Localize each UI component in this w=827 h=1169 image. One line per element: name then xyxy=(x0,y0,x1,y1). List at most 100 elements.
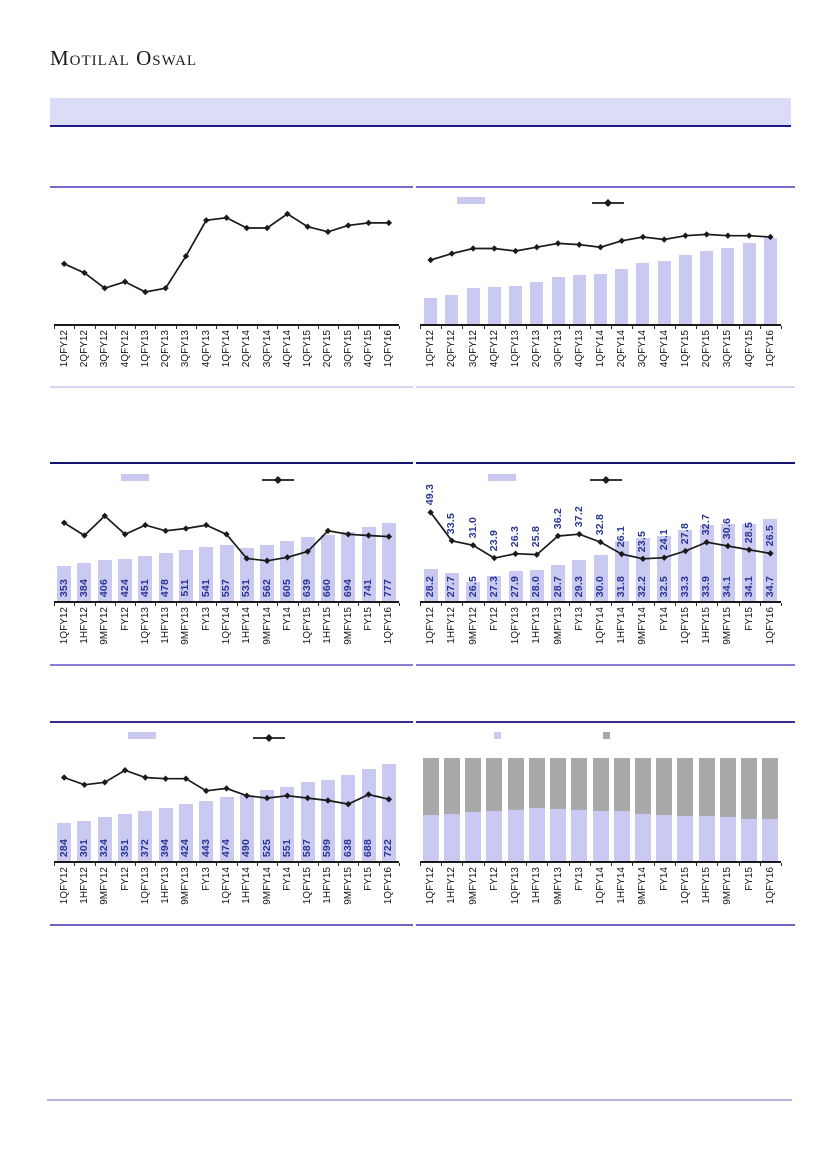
line-marker-diamond xyxy=(263,224,271,232)
bar xyxy=(341,775,356,861)
x-axis-tick xyxy=(277,326,279,329)
bar xyxy=(721,248,735,324)
legend-square-swatch xyxy=(494,732,501,739)
x-axis-tick xyxy=(568,863,570,866)
stack-bar-lower xyxy=(507,809,524,861)
x-axis-tick xyxy=(256,326,258,329)
x-axis-tick xyxy=(277,603,279,606)
x-axis-tick xyxy=(653,326,655,329)
bar xyxy=(138,555,153,601)
x-axis-tick xyxy=(216,863,218,866)
line-marker-diamond xyxy=(324,228,332,236)
stack-bar-lower xyxy=(698,815,715,861)
bar xyxy=(341,531,356,601)
bar xyxy=(487,575,502,601)
x-tick-label: 9MFY12 xyxy=(99,607,111,645)
chart-bottom-left: 284 301 324 351 372 394 424 443 474 490 525 551 587 5… xyxy=(50,721,413,926)
x-tick-label: FY12 xyxy=(119,607,131,631)
line-marker-diamond xyxy=(682,547,689,555)
x-tick-label: 1HFY15 xyxy=(701,867,713,904)
bar xyxy=(423,568,438,601)
line-marker-diamond xyxy=(618,237,625,244)
x-tick-label: 4QFY13 xyxy=(200,330,212,368)
x-axis-tick xyxy=(483,326,485,329)
bar xyxy=(300,782,315,861)
x-axis-tick xyxy=(547,863,549,866)
bar xyxy=(178,803,193,861)
x-axis-tick xyxy=(504,603,506,606)
bar xyxy=(239,547,254,601)
x-axis-tick xyxy=(196,603,198,606)
x-axis-tick xyxy=(175,603,177,606)
x-axis-tick xyxy=(589,326,591,329)
x-axis-tick xyxy=(483,603,485,606)
x-tick-label: FY13 xyxy=(573,607,585,631)
bar xyxy=(551,564,566,601)
x-axis-tick xyxy=(441,326,443,329)
line-marker-diamond xyxy=(385,796,393,803)
footer-rule xyxy=(47,1099,792,1101)
bar xyxy=(424,298,438,324)
x-axis-tick xyxy=(611,326,613,329)
line-series xyxy=(60,512,393,564)
bar xyxy=(678,254,692,324)
line-marker-diamond xyxy=(554,532,562,540)
x-axis-tick xyxy=(297,326,299,329)
x-axis-tick xyxy=(54,603,55,606)
x-axis-tick xyxy=(155,603,157,606)
x-axis-tick xyxy=(74,863,76,866)
bar xyxy=(445,294,459,324)
line-marker-diamond xyxy=(142,521,149,529)
panel-bottom-divider xyxy=(50,664,413,666)
x-axis-tick xyxy=(759,326,761,329)
x-tick-label: 9MFY15 xyxy=(722,607,734,645)
x-tick-label: 9MFY15 xyxy=(722,867,734,905)
stack-bar-lower xyxy=(571,809,588,861)
stack-bar-upper xyxy=(634,758,651,814)
bar xyxy=(720,523,735,601)
x-axis-tick xyxy=(653,863,655,866)
line-marker-diamond xyxy=(365,532,372,539)
x-axis-tick xyxy=(462,603,464,606)
stack-bar-upper xyxy=(550,758,567,809)
bar xyxy=(700,251,714,324)
bar xyxy=(77,562,92,601)
panel-top-border xyxy=(50,721,413,723)
x-axis-tick xyxy=(378,863,380,866)
x-tick-label: 9MFY12 xyxy=(99,867,111,905)
stack-bar-lower xyxy=(465,812,482,861)
x-axis-tick xyxy=(74,326,76,329)
stack-bar-upper xyxy=(507,758,524,810)
chart-middle-right: 28.2 27.7 26.5 27.3 27.9 28.0 28.7 29.3 30.0 31.8… xyxy=(416,462,795,666)
line-marker-diamond xyxy=(554,240,562,247)
x-axis-tick xyxy=(236,863,238,866)
x-tick-label: 9MFY14 xyxy=(261,867,273,905)
line-marker-diamond xyxy=(365,791,372,798)
x-axis-tick xyxy=(632,326,634,329)
stack-bar-lower xyxy=(762,818,779,861)
x-axis-tick xyxy=(526,603,528,606)
line-series xyxy=(60,767,393,808)
line-marker-diamond xyxy=(533,551,540,558)
x-axis-tick xyxy=(738,326,740,329)
panel-top-border xyxy=(416,721,795,723)
x-tick-label: 1QFY14 xyxy=(595,867,606,905)
x-axis-tick xyxy=(216,326,218,329)
line-series xyxy=(427,509,774,562)
x-tick-label: 3QFY14 xyxy=(637,330,649,368)
x-tick-label: 1QFY16 xyxy=(383,330,395,368)
x-tick-label: FY13 xyxy=(200,607,212,631)
x-axis-tick xyxy=(297,603,299,606)
bar xyxy=(635,538,650,601)
x-tick-label: 1QFY13 xyxy=(139,607,151,645)
x-axis-tick xyxy=(175,326,177,329)
x-axis-tick xyxy=(236,603,238,606)
x-tick-label: 1QFY16 xyxy=(764,867,776,905)
legend-bar-swatch xyxy=(488,474,516,481)
stack-bar-lower xyxy=(613,810,630,861)
x-tick-label: 2QFY14 xyxy=(241,330,253,368)
x-tick-label: FY14 xyxy=(658,607,670,631)
line-marker-diamond xyxy=(597,538,604,546)
line-marker-diamond xyxy=(223,531,230,538)
bar xyxy=(763,238,777,324)
